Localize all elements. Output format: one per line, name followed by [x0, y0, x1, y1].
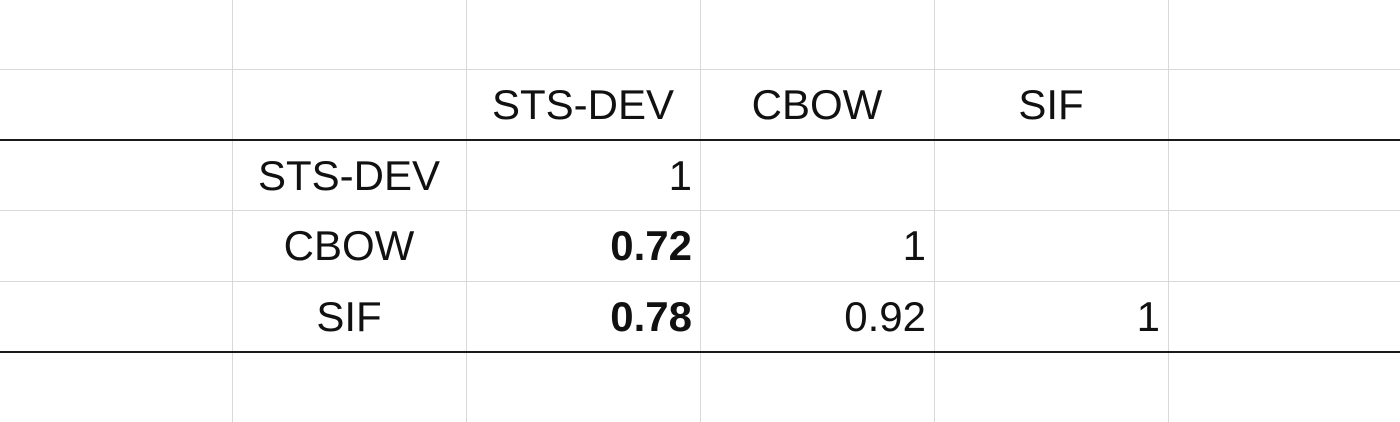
table-cell[interactable] — [934, 211, 1168, 281]
row-label-sts-dev[interactable]: STS-DEV — [257, 152, 441, 199]
gridline — [1168, 0, 1169, 422]
column-header-sts-dev[interactable]: STS-DEV — [491, 81, 675, 128]
table-cell[interactable]: 0.92 — [844, 293, 926, 340]
gridline — [934, 0, 935, 422]
table-cell[interactable]: 1 — [902, 222, 926, 269]
column-header-cbow[interactable]: CBOW — [751, 81, 883, 128]
column-header-sif[interactable]: SIF — [1018, 81, 1084, 128]
row-label-cbow[interactable]: CBOW — [283, 222, 415, 269]
table-cell[interactable]: 1 — [1136, 293, 1160, 340]
gridline — [700, 0, 701, 422]
gridline — [0, 69, 1400, 70]
table-bottom-border — [0, 351, 1400, 353]
table-cell[interactable]: 0.72 — [610, 222, 692, 269]
gridline — [0, 281, 1400, 282]
gridline — [466, 0, 467, 422]
table-cell[interactable] — [700, 141, 934, 211]
table-top-border — [0, 139, 1400, 141]
table-cell[interactable] — [934, 141, 1168, 211]
gridline — [232, 0, 233, 422]
row-label-sif[interactable]: SIF — [316, 293, 382, 340]
table-cell[interactable]: 0.78 — [610, 293, 692, 340]
gridline — [0, 210, 1400, 211]
table-cell[interactable]: 1 — [668, 152, 692, 199]
